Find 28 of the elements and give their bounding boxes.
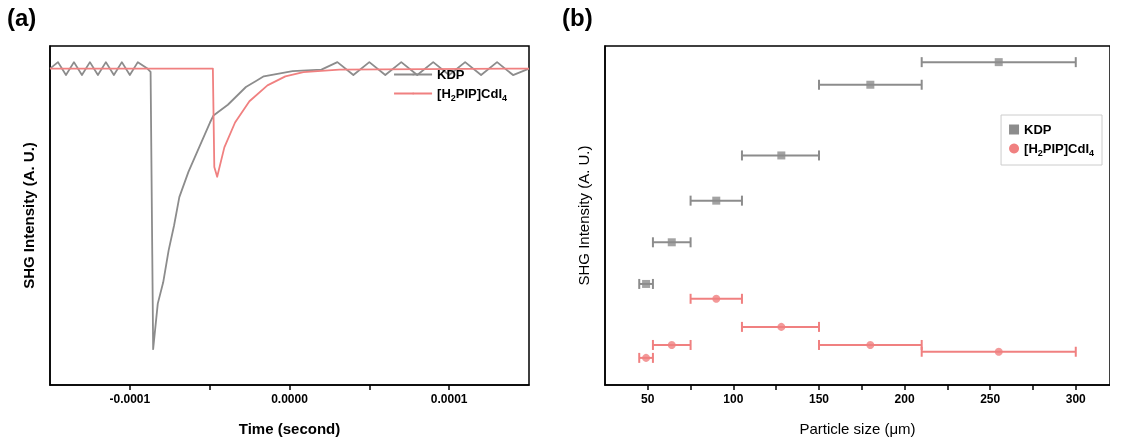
- point: [866, 340, 875, 349]
- point: [667, 238, 676, 247]
- x-tick-label: -0.0001: [109, 392, 151, 406]
- x-tick-label: 150: [808, 392, 830, 406]
- chart-title: (b): [562, 3, 593, 31]
- point: [712, 294, 721, 303]
- x-tick-label: 0.0001: [430, 392, 468, 406]
- x-tick-label: 0.0000: [271, 392, 309, 406]
- point: [777, 151, 786, 160]
- legend-label: KDP: [437, 67, 465, 82]
- y-axis-title: SHG Intensity (A. U.): [20, 142, 37, 289]
- point: [994, 347, 1003, 356]
- legend-label: KDP: [1024, 122, 1052, 137]
- point: [712, 196, 721, 205]
- y-axis-title: SHG Intensity (A. U.): [575, 145, 592, 286]
- x-tick-label: 50: [641, 392, 655, 406]
- point: [777, 322, 786, 331]
- point: [667, 340, 676, 349]
- point: [866, 80, 875, 89]
- x-axis-title: Time (second): [238, 420, 341, 437]
- x-tick-label: 300: [1065, 392, 1087, 406]
- x-tick-label: 200: [894, 392, 915, 406]
- chart-title: (a): [7, 3, 37, 31]
- point: [642, 279, 651, 288]
- point: [994, 58, 1003, 67]
- x-tick-label: 100: [723, 392, 744, 406]
- x-axis-title: Particle size (μm): [799, 420, 916, 437]
- x-tick-label: 250: [980, 392, 1001, 406]
